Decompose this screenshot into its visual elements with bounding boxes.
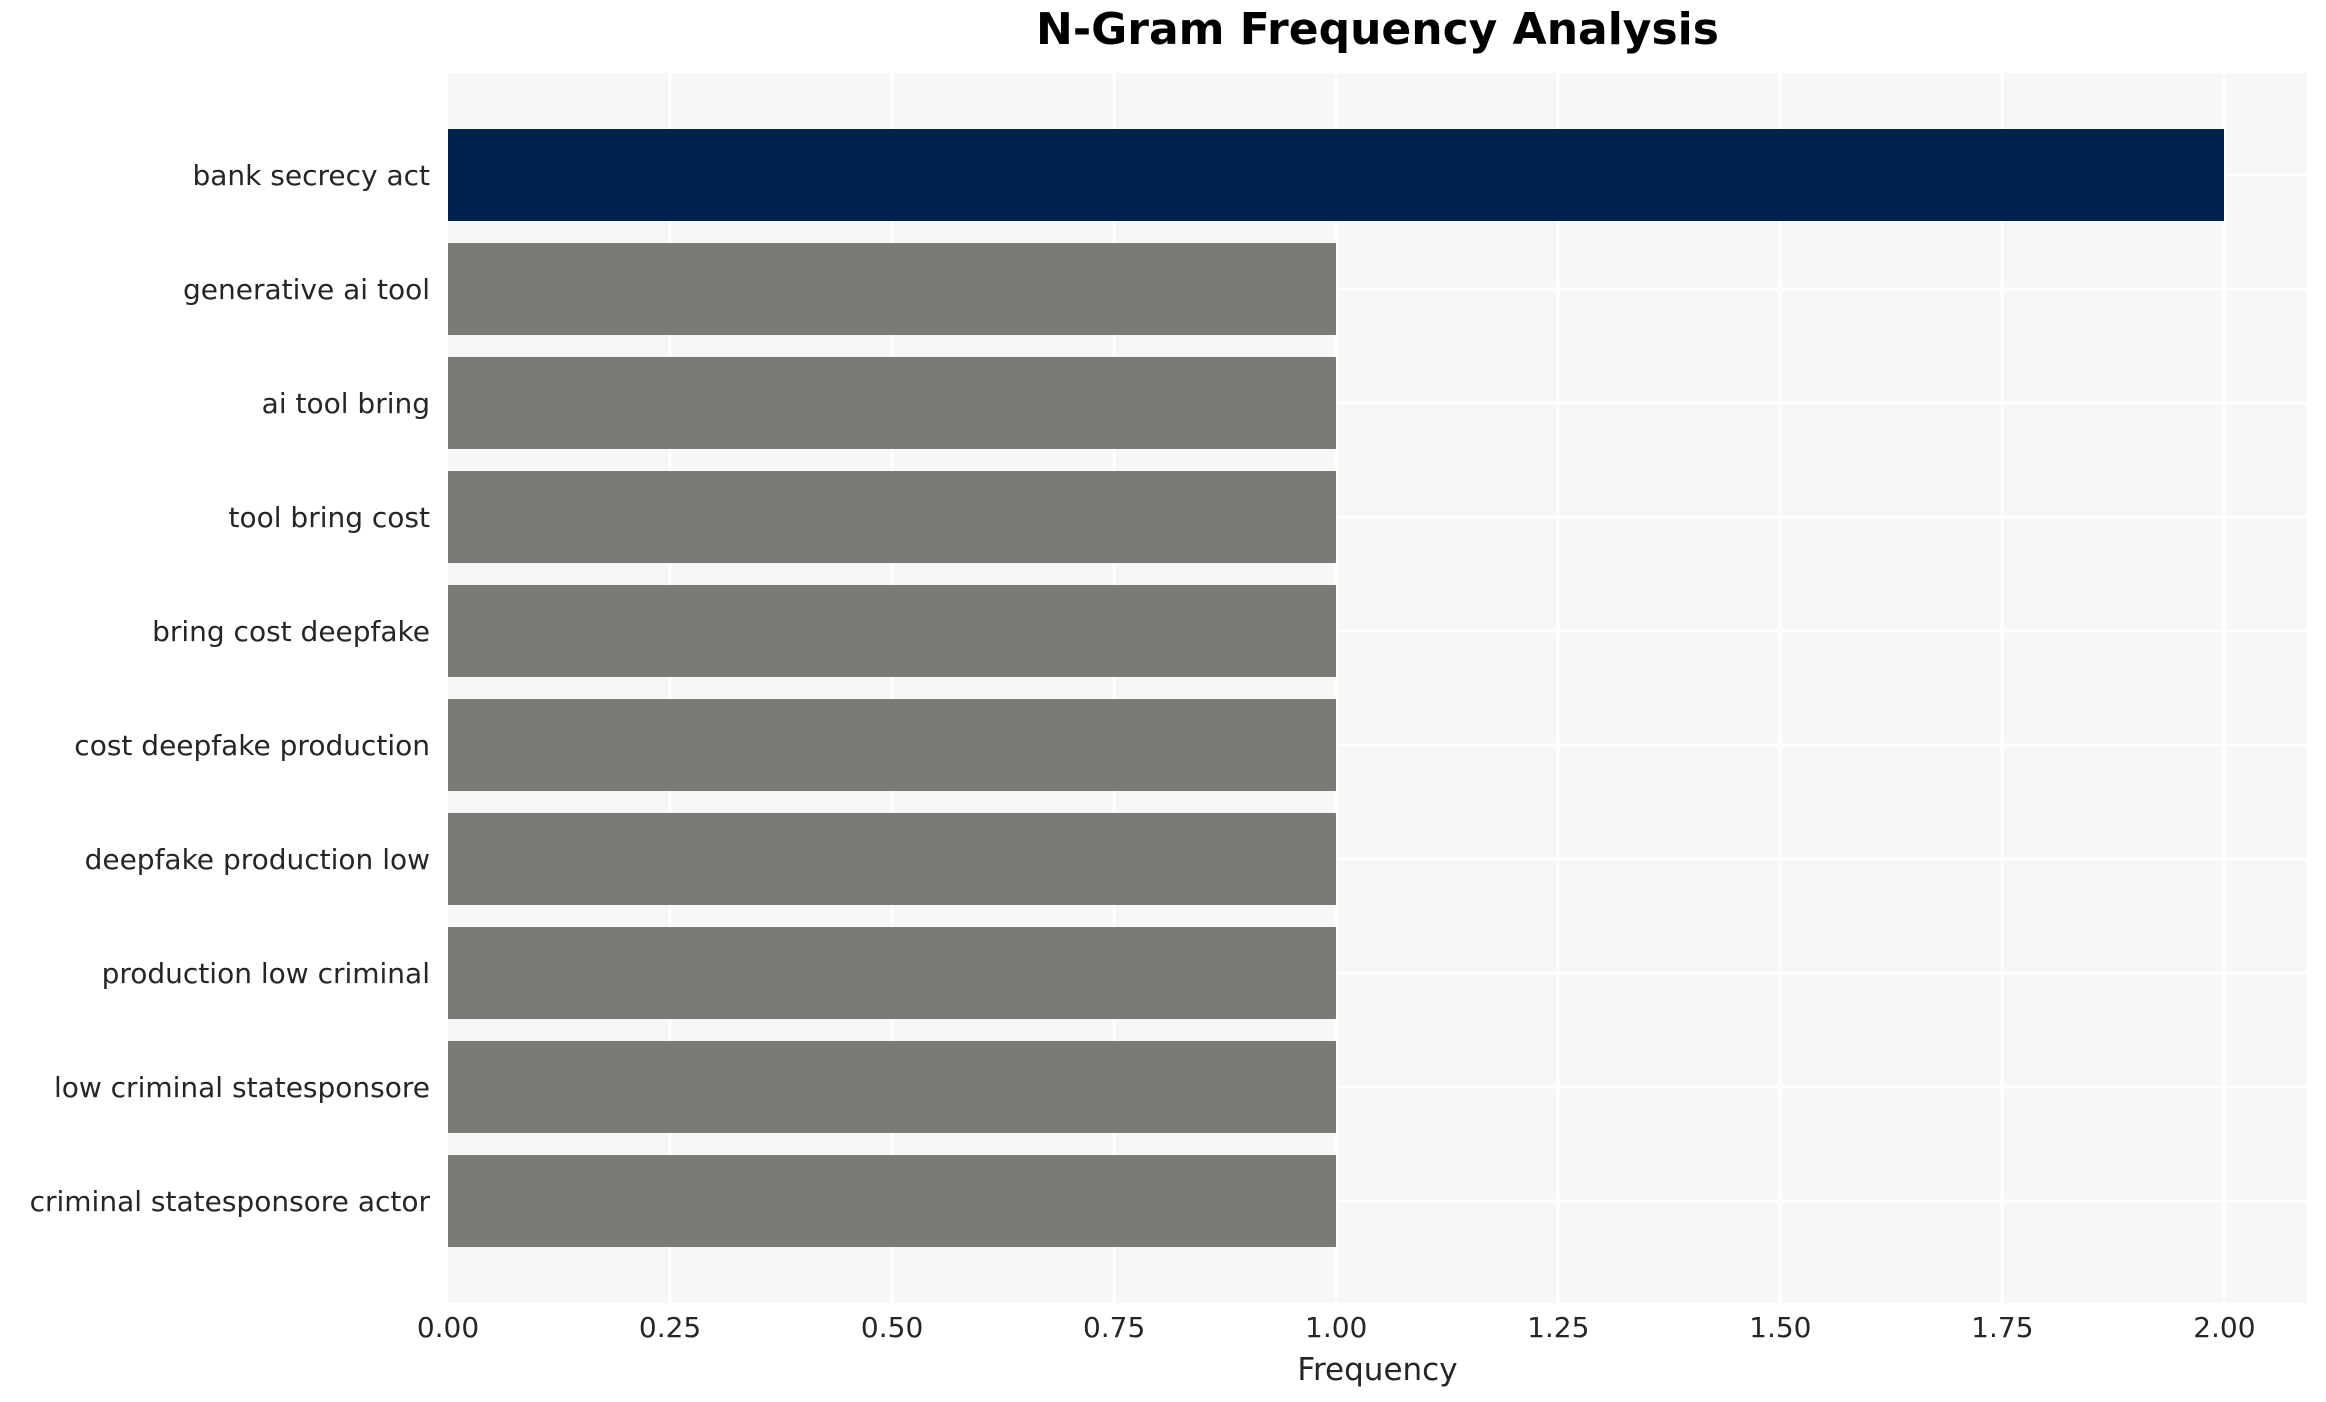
y-label-row: bring cost deepfake bbox=[0, 574, 436, 688]
x-tick-label: 2.00 bbox=[2193, 1311, 2256, 1344]
bar-row bbox=[448, 916, 2307, 1030]
y-label-row: criminal statesponsore actor bbox=[0, 1144, 436, 1258]
category-label: production low criminal bbox=[101, 956, 430, 990]
category-label: tool bring cost bbox=[228, 500, 431, 534]
y-label-row: bank secrecy act bbox=[0, 118, 436, 232]
bar-row bbox=[448, 118, 2307, 232]
bar-row bbox=[448, 1030, 2307, 1144]
x-tick-label: 1.50 bbox=[1749, 1311, 1812, 1344]
category-label: bank secrecy act bbox=[192, 158, 430, 192]
horizontal-gridline bbox=[448, 743, 2307, 747]
x-tick-label: 0.75 bbox=[1082, 1311, 1146, 1344]
x-axis-ticks: 0.00 0.25 0.50 0.75 1.00 1.25 1.50 1.75 2.00 bbox=[417, 1311, 2307, 1347]
bar-production-low-criminal bbox=[448, 927, 1337, 1019]
bar-ai-tool-bring bbox=[448, 357, 1337, 449]
bar-row bbox=[448, 232, 2307, 346]
horizontal-gridline bbox=[448, 1085, 2307, 1089]
category-label: cost deepfake production bbox=[74, 728, 430, 762]
category-label: low criminal statesponsore bbox=[53, 1070, 430, 1104]
x-tick-label: 0.25 bbox=[638, 1311, 702, 1344]
y-axis-category-labels: bank secrecy act generative ai tool ai too… bbox=[0, 73, 436, 1303]
y-label-row: tool bring cost bbox=[0, 460, 436, 574]
y-label-row: deepfake production low bbox=[0, 802, 436, 916]
vertical-gridline bbox=[1112, 73, 1116, 1303]
vertical-gridline bbox=[1778, 73, 1782, 1303]
plot-area bbox=[448, 73, 2307, 1303]
horizontal-gridline bbox=[448, 515, 2307, 519]
y-label-row: generative ai tool bbox=[0, 232, 436, 346]
x-tick-label: 1.75 bbox=[1971, 1311, 2034, 1344]
x-axis-label: Frequency bbox=[1297, 1352, 1458, 1388]
bar-bank-secrecy-act bbox=[448, 129, 2225, 221]
category-label: deepfake production low bbox=[84, 842, 430, 876]
bar-generative-ai-tool bbox=[448, 243, 1337, 335]
vertical-gridline bbox=[668, 73, 672, 1303]
vertical-gridline bbox=[2000, 73, 2004, 1303]
category-label: ai tool bring bbox=[261, 386, 430, 420]
y-label-row: ai tool bring bbox=[0, 346, 436, 460]
bar-criminal-statesponsore-actor bbox=[448, 1155, 1337, 1247]
x-tick-label: 1.00 bbox=[1305, 1311, 1368, 1344]
y-label-row: production low criminal bbox=[0, 916, 436, 1030]
bar-row bbox=[448, 802, 2307, 916]
horizontal-gridline bbox=[448, 1199, 2307, 1203]
bar-bring-cost-deepfake bbox=[448, 585, 1337, 677]
x-tick-label: 0.50 bbox=[860, 1311, 924, 1344]
category-label: criminal statesponsore actor bbox=[29, 1184, 430, 1218]
chart-title: N-Gram Frequency Analysis bbox=[1036, 4, 1719, 55]
bar-row bbox=[448, 346, 2307, 460]
vertical-gridline bbox=[2222, 73, 2226, 1303]
bar-rows bbox=[448, 73, 2307, 1303]
bar-row bbox=[448, 460, 2307, 574]
vertical-gridline bbox=[890, 73, 894, 1303]
category-label: generative ai tool bbox=[183, 272, 430, 306]
horizontal-gridline bbox=[448, 287, 2307, 291]
y-label-row: cost deepfake production bbox=[0, 688, 436, 802]
bar-tool-bring-cost bbox=[448, 471, 1337, 563]
horizontal-gridline bbox=[448, 629, 2307, 633]
y-label-row: low criminal statesponsore bbox=[0, 1030, 436, 1144]
bar-row bbox=[448, 1144, 2307, 1258]
x-tick-label: 0.00 bbox=[416, 1311, 480, 1344]
bar-row bbox=[448, 688, 2307, 802]
category-label: bring cost deepfake bbox=[152, 614, 430, 648]
vertical-gridline bbox=[1556, 73, 1560, 1303]
bar-row bbox=[448, 574, 2307, 688]
bar-cost-deepfake-production bbox=[448, 699, 1337, 791]
horizontal-gridline bbox=[448, 857, 2307, 861]
horizontal-gridline bbox=[448, 401, 2307, 405]
bar-deepfake-production-low bbox=[448, 813, 1337, 905]
bar-low-criminal-statesponsore bbox=[448, 1041, 1337, 1133]
x-tick-label: 1.25 bbox=[1527, 1311, 1590, 1344]
horizontal-gridline bbox=[448, 971, 2307, 975]
vertical-gridline bbox=[1334, 73, 1338, 1303]
